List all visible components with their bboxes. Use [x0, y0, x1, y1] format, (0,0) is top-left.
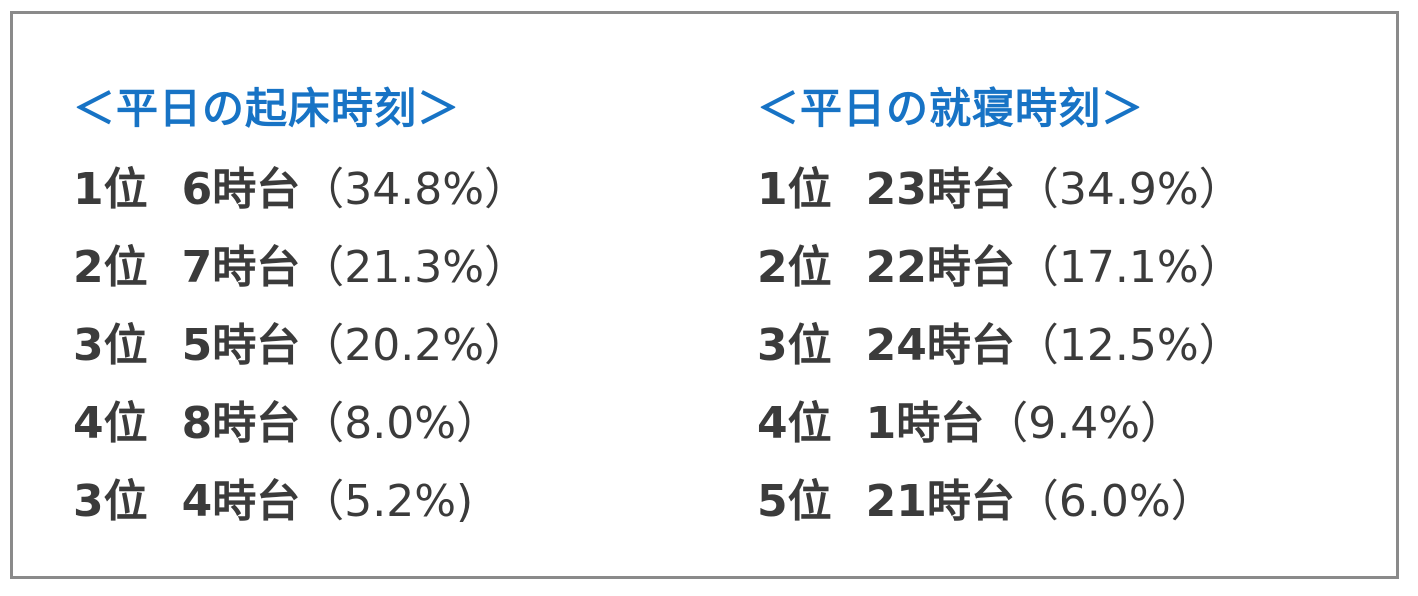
percentage-label: （5.2%) — [300, 476, 474, 527]
bed-time-ranking: ＜平日の就寝時刻＞ 1位 23時台（34.9%） 2位 22時台（17.1%） 3位… — [757, 88, 1243, 558]
wake-rank-row-2: 2位 7時台（21.3%） — [73, 246, 528, 290]
hour-label: 5時台 — [181, 320, 301, 371]
percentage-label: （21.3%） — [300, 242, 529, 293]
bed-rank-row-3: 3位 24時台（12.5%） — [757, 324, 1243, 368]
hour-label: 21時台 — [865, 476, 1015, 527]
hour-label: 23時台 — [865, 164, 1015, 215]
bed-rank-row-4: 4位 1時台（9.4%） — [757, 402, 1243, 446]
wake-rank-row-1: 1位 6時台（34.8%） — [73, 168, 528, 212]
rank-label: 3位 — [757, 320, 832, 371]
rank-label: 1位 — [757, 164, 832, 215]
rank-label: 1位 — [73, 164, 148, 215]
percentage-label: （34.9%） — [1014, 164, 1243, 215]
hour-label: 8時台 — [181, 398, 301, 449]
hour-label: 4時台 — [181, 476, 301, 527]
percentage-label: （17.1%） — [1014, 242, 1243, 293]
percentage-label: （8.0%） — [300, 398, 501, 449]
rank-label: 5位 — [757, 476, 832, 527]
percentage-label: （6.0%） — [1014, 476, 1215, 527]
rank-label: 2位 — [73, 242, 148, 293]
rank-label: 3位 — [73, 320, 148, 371]
wake-rank-row-5: 3位 4時台（5.2%) — [73, 480, 528, 524]
wake-time-ranking: ＜平日の起床時刻＞ 1位 6時台（34.8%） 2位 7時台（21.3%） 3位 5時… — [73, 88, 528, 558]
wake-rank-row-3: 3位 5時台（20.2%） — [73, 324, 528, 368]
wake-time-heading: ＜平日の起床時刻＞ — [73, 84, 461, 133]
bed-rank-row-2: 2位 22時台（17.1%） — [757, 246, 1243, 290]
ranking-panel: ＜平日の起床時刻＞ 1位 6時台（34.8%） 2位 7時台（21.3%） 3位 5時… — [10, 11, 1399, 579]
bed-rank-row-5: 5位 21時台（6.0%） — [757, 480, 1243, 524]
percentage-label: （9.4%） — [984, 398, 1185, 449]
hour-label: 1時台 — [865, 398, 985, 449]
bed-rank-row-1: 1位 23時台（34.9%） — [757, 168, 1243, 212]
hour-label: 6時台 — [181, 164, 301, 215]
wake-rank-row-4: 4位 8時台（8.0%） — [73, 402, 528, 446]
percentage-label: （12.5%） — [1014, 320, 1243, 371]
rank-label: 2位 — [757, 242, 832, 293]
rank-label: 3位 — [73, 476, 148, 527]
hour-label: 7時台 — [181, 242, 301, 293]
hour-label: 22時台 — [865, 242, 1015, 293]
rank-label: 4位 — [73, 398, 148, 449]
hour-label: 24時台 — [865, 320, 1015, 371]
rank-label: 4位 — [757, 398, 832, 449]
percentage-label: （20.2%） — [300, 320, 529, 371]
bed-time-heading: ＜平日の就寝時刻＞ — [757, 84, 1145, 133]
percentage-label: （34.8%） — [300, 164, 529, 215]
